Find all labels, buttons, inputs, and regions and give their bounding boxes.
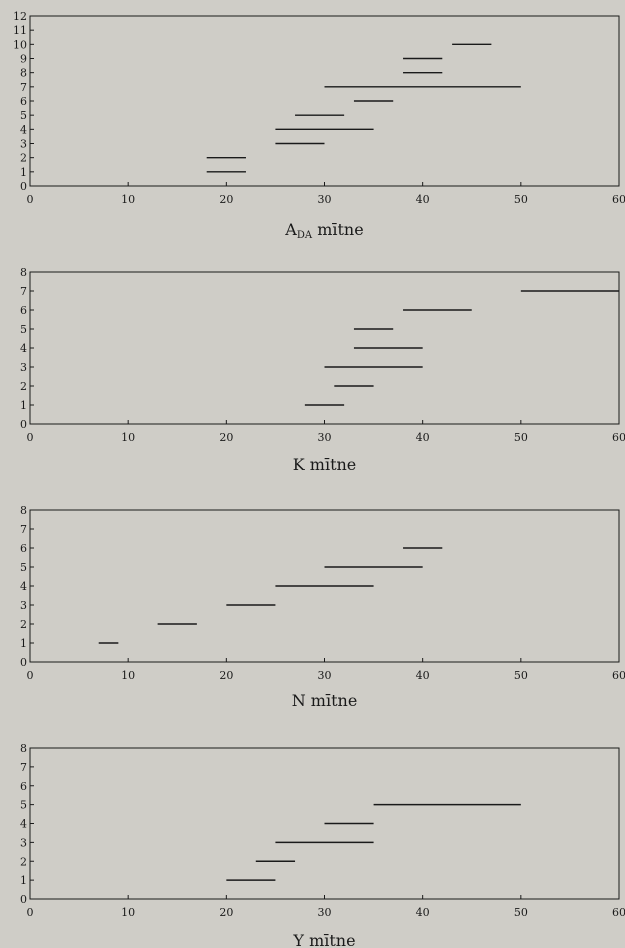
- plot-frame: [29, 15, 620, 187]
- x-tick-label: 20: [219, 669, 233, 682]
- x-tick-label: 40: [416, 431, 430, 444]
- x-axis-label-suffix: mītne: [312, 220, 364, 239]
- y-tick-label: 5: [20, 561, 27, 574]
- y-tick-label: 7: [20, 761, 27, 774]
- x-tick-label: 20: [219, 906, 233, 919]
- y-tick-label: 1: [20, 399, 27, 412]
- x-tick-label: 40: [416, 193, 430, 206]
- x-tick-label: 50: [514, 193, 528, 206]
- x-axis-label: N mītne: [292, 691, 358, 710]
- y-tick-label: 1: [20, 166, 27, 179]
- x-tick-label: 30: [318, 193, 332, 206]
- y-tick-label: 4: [20, 818, 27, 831]
- x-axis-label-main: A: [284, 220, 297, 239]
- x-tick-label: 50: [514, 669, 528, 682]
- y-tick-label: 10: [13, 38, 27, 51]
- y-tick-label: 1: [20, 637, 27, 650]
- y-tick-label: 6: [20, 780, 27, 793]
- x-tick-label: 60: [612, 431, 625, 444]
- x-tick-label: 10: [121, 906, 135, 919]
- y-tick-label: 5: [20, 109, 27, 122]
- y-tick-label: 0: [20, 893, 27, 906]
- x-axis-label: Y mītne: [292, 931, 355, 948]
- x-axis-label: ADA mītne: [284, 220, 363, 241]
- x-tick-label: 20: [219, 193, 233, 206]
- y-tick-label: 6: [20, 304, 27, 317]
- y-tick-label: 0: [20, 418, 27, 431]
- y-tick-label: 2: [20, 618, 27, 631]
- y-tick-label: 4: [20, 342, 27, 355]
- y-tick-label: 9: [20, 53, 27, 66]
- x-tick-label: 60: [612, 906, 625, 919]
- y-tick-label: 8: [20, 742, 27, 755]
- x-tick-label: 40: [416, 906, 430, 919]
- y-tick-label: 0: [20, 656, 27, 669]
- x-tick-label: 60: [612, 193, 625, 206]
- y-tick-label: 3: [20, 836, 27, 849]
- y-tick-label: 11: [13, 24, 27, 37]
- y-tick-label: 7: [20, 523, 27, 536]
- y-tick-label: 5: [20, 799, 27, 812]
- y-tick-label: 8: [20, 67, 27, 80]
- y-tick-label: 2: [20, 380, 27, 393]
- y-tick-label: 5: [20, 323, 27, 336]
- x-tick-label: 10: [121, 669, 135, 682]
- x-tick-label: 50: [514, 431, 528, 444]
- x-tick-label: 30: [318, 669, 332, 682]
- x-tick-label: 0: [27, 906, 34, 919]
- x-tick-label: 20: [219, 431, 233, 444]
- y-tick-label: 8: [20, 504, 27, 517]
- x-tick-label: 10: [121, 193, 135, 206]
- y-tick-label: 4: [20, 580, 27, 593]
- y-tick-label: 0: [20, 180, 27, 193]
- plot-frame: [29, 271, 620, 425]
- x-tick-label: 10: [121, 431, 135, 444]
- y-tick-label: 4: [20, 123, 27, 136]
- x-tick-label: 0: [27, 193, 34, 206]
- y-tick-label: 7: [20, 81, 27, 94]
- y-tick-label: 6: [20, 542, 27, 555]
- x-tick-label: 40: [416, 669, 430, 682]
- x-tick-label: 0: [27, 431, 34, 444]
- y-tick-label: 3: [20, 599, 27, 612]
- panel-2: 0 1 2 3 4 5 6 7 8 0 10 20 30 40 50 60 K mītne: [20, 266, 625, 474]
- x-tick-label: 30: [318, 431, 332, 444]
- panel-3: 0 1 2 3 4 5 6 7 8 0 10 20 30 40 50 60 N mītne: [20, 504, 625, 710]
- y-tick-label: 1: [20, 874, 27, 887]
- y-tick-label: 12: [13, 10, 27, 23]
- y-tick-label: 2: [20, 855, 27, 868]
- x-tick-label: 0: [27, 669, 34, 682]
- x-tick-label: 30: [318, 906, 332, 919]
- x-tick-label: 50: [514, 906, 528, 919]
- panel-4: 0 1 2 3 4 5 6 7 8 0 10 20 30 40 50 60 Y mītne: [20, 742, 625, 948]
- y-tick-label: 8: [20, 266, 27, 279]
- y-tick-label: 3: [20, 138, 27, 151]
- y-tick-label: 2: [20, 152, 27, 165]
- x-tick-label: 60: [612, 669, 625, 682]
- y-tick-label: 7: [20, 285, 27, 298]
- x-axis-label-subscript: DA: [297, 230, 313, 241]
- y-tick-label: 6: [20, 95, 27, 108]
- y-tick-label: 3: [20, 361, 27, 374]
- x-axis-label: K mītne: [293, 455, 357, 474]
